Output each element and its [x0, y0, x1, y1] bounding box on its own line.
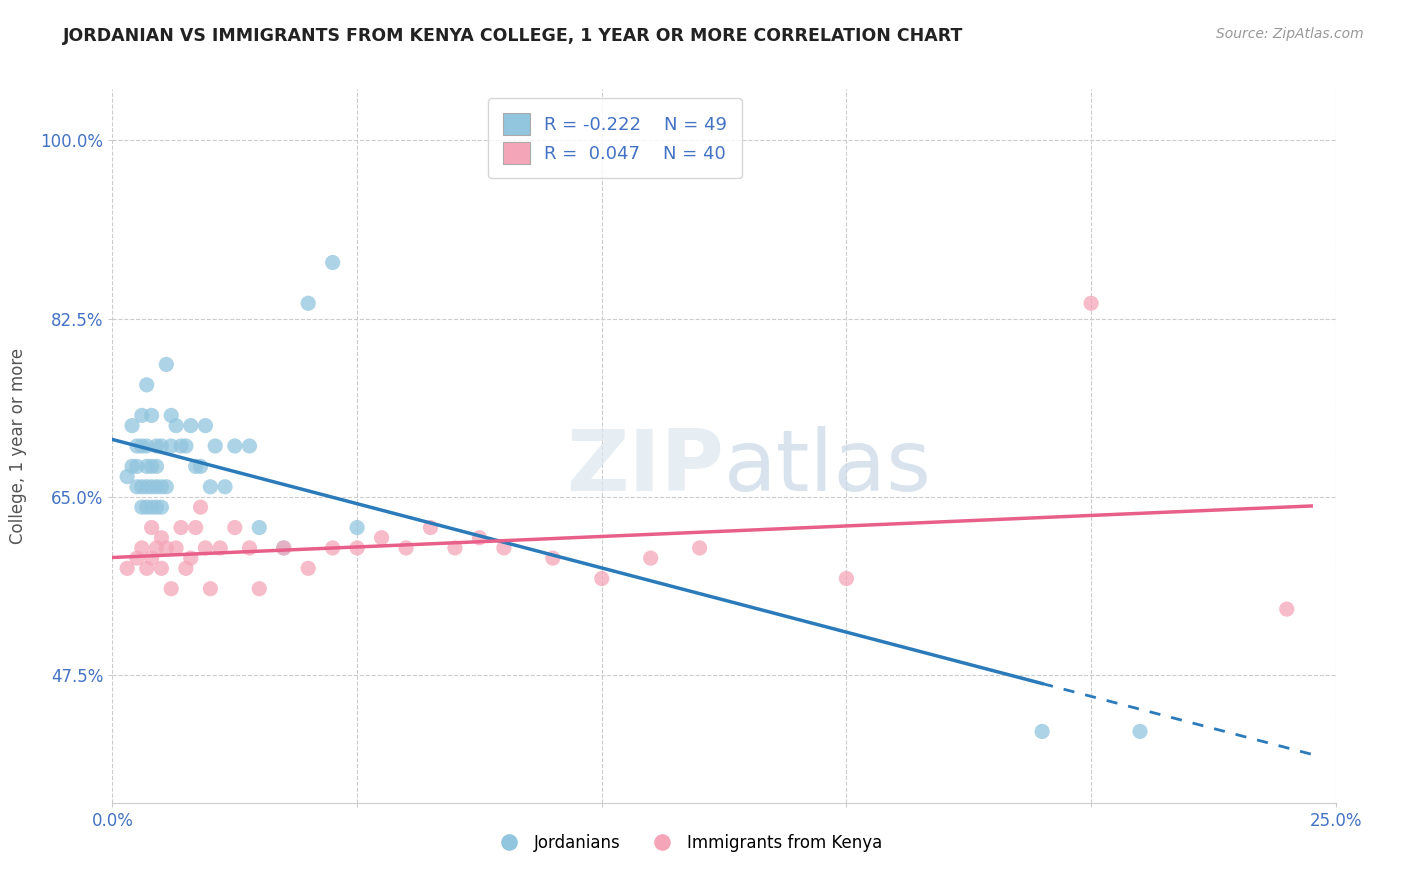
Y-axis label: College, 1 year or more: College, 1 year or more: [8, 348, 27, 544]
Point: [115, 561, 138, 575]
Point: [145, 541, 167, 555]
Point: [160, 582, 183, 596]
Point: [131, 439, 153, 453]
Point: [170, 520, 193, 534]
Point: [591, 572, 613, 586]
Point: [145, 459, 167, 474]
Point: [200, 480, 222, 494]
Point: [141, 459, 163, 474]
Point: [141, 551, 163, 566]
Point: [135, 500, 157, 515]
Point: [145, 480, 167, 494]
Point: [174, 439, 197, 453]
Point: [160, 439, 183, 453]
Point: [322, 255, 344, 269]
Point: [224, 439, 246, 453]
Point: [131, 541, 153, 555]
Point: [150, 480, 173, 494]
Point: [273, 541, 295, 555]
Point: [135, 459, 157, 474]
Point: [214, 480, 236, 494]
Point: [297, 561, 319, 575]
Legend: Jordanians, Immigrants from Kenya: Jordanians, Immigrants from Kenya: [485, 828, 889, 859]
Point: [835, 572, 858, 586]
Point: [370, 531, 392, 545]
Point: [135, 377, 157, 392]
Point: [135, 439, 157, 453]
Text: JORDANIAN VS IMMIGRANTS FROM KENYA COLLEGE, 1 YEAR OR MORE CORRELATION CHART: JORDANIAN VS IMMIGRANTS FROM KENYA COLLE…: [63, 27, 963, 45]
Point: [395, 541, 418, 555]
Point: [135, 480, 157, 494]
Point: [190, 500, 212, 515]
Point: [180, 418, 202, 433]
Point: [444, 541, 467, 555]
Point: [297, 296, 319, 310]
Point: [180, 551, 202, 566]
Text: Source: ZipAtlas.com: Source: ZipAtlas.com: [1216, 27, 1364, 41]
Point: [238, 439, 260, 453]
Point: [131, 500, 153, 515]
Point: [155, 358, 177, 372]
Point: [184, 520, 207, 534]
Point: [125, 551, 148, 566]
Point: [150, 531, 173, 545]
Point: [238, 541, 260, 555]
Point: [322, 541, 344, 555]
Point: [141, 500, 163, 515]
Point: [150, 561, 173, 575]
Point: [247, 520, 270, 534]
Point: [155, 480, 177, 494]
Point: [165, 541, 187, 555]
Point: [115, 469, 138, 483]
Point: [135, 561, 157, 575]
Point: [224, 520, 246, 534]
Point: [125, 459, 148, 474]
Point: [145, 439, 167, 453]
Point: [689, 541, 711, 555]
Point: [1129, 724, 1152, 739]
Point: [165, 418, 187, 433]
Point: [125, 480, 148, 494]
Point: [346, 541, 368, 555]
Point: [419, 520, 441, 534]
Point: [194, 418, 217, 433]
Point: [170, 439, 193, 453]
Point: [194, 541, 217, 555]
Point: [174, 561, 197, 575]
Point: [204, 439, 226, 453]
Point: [346, 520, 368, 534]
Point: [141, 480, 163, 494]
Point: [1080, 296, 1102, 310]
Text: atlas: atlas: [724, 425, 932, 509]
Point: [150, 439, 173, 453]
Point: [141, 409, 163, 423]
Point: [640, 551, 662, 566]
Point: [141, 520, 163, 534]
Point: [209, 541, 232, 555]
Point: [155, 541, 177, 555]
Point: [468, 531, 491, 545]
Text: ZIP: ZIP: [567, 425, 724, 509]
Point: [160, 409, 183, 423]
Point: [184, 459, 207, 474]
Point: [273, 541, 295, 555]
Point: [492, 541, 515, 555]
Point: [131, 480, 153, 494]
Point: [125, 439, 148, 453]
Point: [541, 551, 564, 566]
Point: [145, 500, 167, 515]
Point: [131, 409, 153, 423]
Point: [190, 459, 212, 474]
Point: [1275, 602, 1298, 616]
Point: [150, 500, 173, 515]
Point: [247, 582, 270, 596]
Point: [200, 582, 222, 596]
Point: [121, 459, 143, 474]
Point: [1031, 724, 1053, 739]
Point: [121, 418, 143, 433]
